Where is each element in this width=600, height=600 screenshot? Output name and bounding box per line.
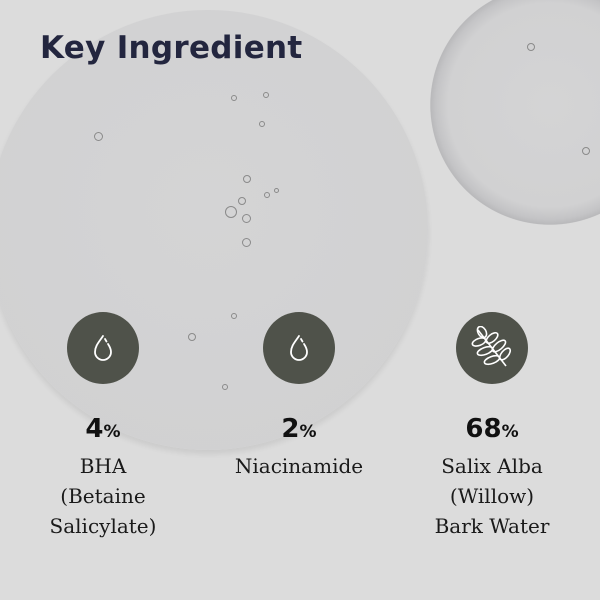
water-drop-icon bbox=[94, 335, 112, 361]
percent: 4% bbox=[3, 414, 203, 447]
percent: 68% bbox=[392, 414, 592, 447]
icon-circle bbox=[456, 312, 528, 384]
bubble bbox=[263, 92, 269, 98]
bubble bbox=[243, 175, 251, 183]
percent-unit: % bbox=[103, 422, 121, 442]
percent-value: 68 bbox=[465, 414, 502, 444]
bubble bbox=[231, 313, 237, 319]
ingredient-name: Niacinamide bbox=[199, 451, 399, 481]
water-droplet-small bbox=[430, 0, 600, 228]
name-line: Bark Water bbox=[434, 514, 550, 538]
leaf-branch-icon bbox=[471, 326, 512, 367]
percent: 2% bbox=[199, 414, 399, 447]
percent-value: 2 bbox=[281, 414, 300, 444]
bubble bbox=[582, 147, 590, 155]
ingredient-salix-alba: 68% Salix Alba (Willow) Bark Water bbox=[392, 312, 592, 541]
percent-unit: % bbox=[299, 422, 317, 442]
bubble bbox=[242, 238, 251, 247]
name-line: (Betaine bbox=[60, 484, 146, 508]
icon-circle bbox=[263, 312, 335, 384]
name-line: Salix Alba bbox=[441, 454, 543, 478]
bubble bbox=[225, 206, 237, 218]
bubble bbox=[231, 95, 237, 101]
bubble bbox=[259, 121, 265, 127]
bubble bbox=[274, 188, 279, 193]
name-line: Salicylate) bbox=[49, 514, 157, 538]
ingredient-niacinamide: 2% Niacinamide bbox=[199, 312, 399, 481]
name-line: BHA bbox=[79, 454, 127, 478]
bubble bbox=[242, 214, 251, 223]
ingredient-bha: 4% BHA (Betaine Salicylate) bbox=[3, 312, 203, 541]
ingredient-name: BHA (Betaine Salicylate) bbox=[3, 451, 203, 541]
bubble bbox=[188, 333, 196, 341]
bubble bbox=[222, 384, 228, 390]
percent-value: 4 bbox=[85, 414, 104, 444]
ingredient-name: Salix Alba (Willow) Bark Water bbox=[392, 451, 592, 541]
water-droplet-large bbox=[0, 10, 428, 450]
icon-circle bbox=[67, 312, 139, 384]
bubble bbox=[238, 197, 246, 205]
percent-unit: % bbox=[501, 422, 519, 442]
bubble bbox=[527, 43, 535, 51]
name-line: (Willow) bbox=[449, 484, 535, 508]
bubble bbox=[264, 192, 270, 198]
water-drop-icon bbox=[290, 335, 308, 361]
bubble bbox=[94, 132, 103, 141]
page-title: Key Ingredient bbox=[40, 30, 303, 66]
name-line: Niacinamide bbox=[234, 454, 364, 478]
